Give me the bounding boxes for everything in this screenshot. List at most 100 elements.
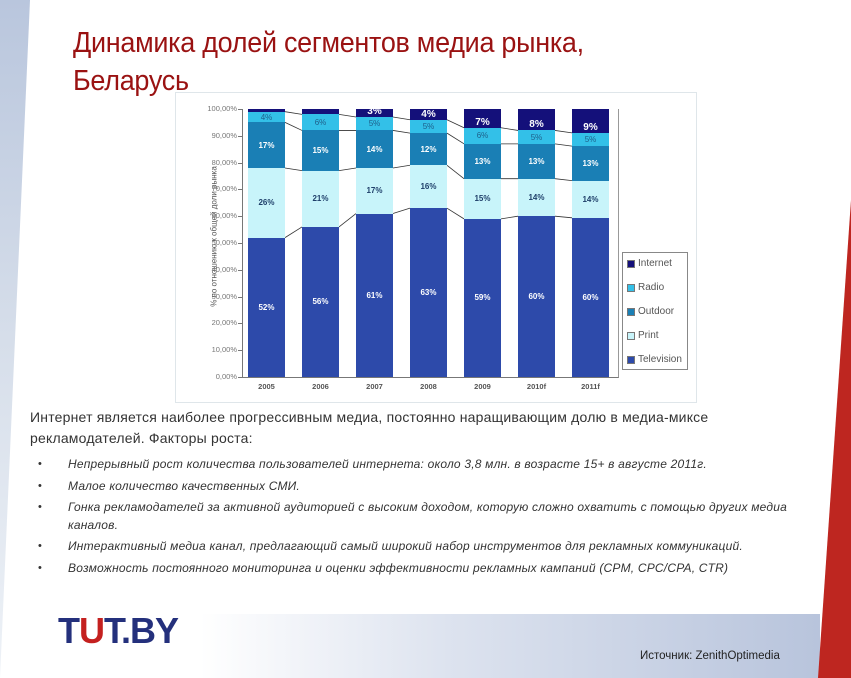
- bar-2005: 52% 26% 17% 4%: [248, 109, 285, 377]
- bullet-text: Малое количество качественных СМИ.: [68, 478, 300, 493]
- segment-radio: 5%: [356, 117, 393, 131]
- segment-outdoor: 12%: [410, 133, 447, 166]
- y-tick-mark: [238, 162, 242, 164]
- segment-internet: 4%: [410, 109, 447, 120]
- slide-title: Динамика долей сегментов медиа рынка, Бе…: [73, 24, 584, 100]
- y-tick-mark: [238, 135, 242, 137]
- segment-outdoor: 17%: [248, 122, 285, 168]
- segment-print: 21%: [302, 170, 339, 227]
- segment-radio: 4%: [248, 111, 285, 123]
- decorative-left-stripe: [0, 0, 30, 678]
- bullet-icon: •: [38, 458, 43, 470]
- legend-swatch-icon: [627, 331, 635, 340]
- bullet-text: Гонка рекламодателей за активной аудитор…: [68, 500, 787, 532]
- list-item: • Интерактивный медиа канал, предлагающий…: [38, 538, 818, 556]
- bullet-text: Интерактивный медиа канал, предлагающий …: [68, 539, 743, 553]
- bar-2007: 61% 17% 14% 5% 3%: [356, 106, 393, 377]
- y-tick-mark: [238, 323, 242, 325]
- segment-outdoor: 13%: [464, 143, 501, 179]
- bullet-icon: •: [38, 501, 43, 513]
- y-tick-label: 60,00%: [211, 211, 237, 221]
- logo-part: T.BY: [104, 610, 179, 651]
- segment-radio: 6%: [302, 114, 339, 131]
- legend-label: Internet: [638, 258, 672, 269]
- legend-item-radio: Radio: [627, 282, 664, 293]
- x-tick-label: 2011f: [581, 382, 600, 391]
- legend-item-television: Television: [627, 354, 682, 365]
- segment-outdoor: 13%: [518, 143, 555, 179]
- segment-television: 60%: [518, 216, 555, 377]
- segment-television: 59%: [464, 218, 501, 377]
- plot-area: [242, 109, 619, 378]
- bullet-text: Непрерывный рост количества пользователе…: [68, 457, 707, 471]
- segment-outdoor: 13%: [572, 146, 609, 181]
- bar-2010f: 60% 14% 13% 5% 8%: [518, 109, 555, 377]
- y-tick-mark: [238, 377, 242, 378]
- segment-radio: 5%: [518, 130, 555, 144]
- segment-outdoor: 15%: [302, 130, 339, 171]
- list-item: • Гонка рекламодателей за активной аудито…: [38, 499, 818, 534]
- y-tick-mark: [238, 189, 242, 191]
- y-tick-mark: [238, 109, 242, 110]
- intro-paragraph: Интернет является наиболее прогрессивным…: [30, 409, 709, 446]
- y-tick-mark: [238, 350, 242, 352]
- y-tick-label: 20,00%: [211, 318, 237, 328]
- x-tick-label: 2010f: [526, 382, 547, 391]
- title-line-2: Беларусь: [73, 65, 189, 97]
- bullet-icon: •: [38, 540, 43, 552]
- list-item: • Возможность постоянного мониторинга и о…: [38, 560, 818, 578]
- segment-television: 52%: [248, 237, 285, 377]
- segment-internet: 7%: [464, 109, 501, 128]
- segment-television: 56%: [302, 226, 339, 377]
- legend-label: Outdoor: [638, 306, 675, 317]
- legend-label: Television: [638, 354, 682, 365]
- logo-part: T: [58, 610, 80, 651]
- segment-internet: 8%: [518, 109, 555, 131]
- segment-print: 16%: [410, 165, 447, 209]
- segment-print: 15%: [464, 178, 501, 219]
- y-tick-label: 50,00%: [211, 238, 237, 247]
- legend-swatch-icon: [627, 355, 635, 364]
- segment-internet: 9%: [572, 109, 609, 133]
- logo-red-letter: U: [79, 610, 105, 651]
- bar-2006: 56% 21% 15% 6%: [302, 109, 339, 377]
- bullet-icon: •: [38, 561, 43, 574]
- segment-radio: 5%: [572, 132, 609, 147]
- segment-print: 14%: [518, 178, 555, 217]
- bullet-icon: •: [38, 479, 43, 492]
- y-tick-mark: [238, 296, 242, 298]
- legend-label: Radio: [638, 282, 665, 293]
- legend-item-outdoor: Outdoor: [627, 306, 674, 317]
- y-tick-label: 40,00%: [211, 264, 237, 274]
- segment-print: 26%: [248, 167, 285, 238]
- segment-radio: 6%: [464, 127, 501, 144]
- segment-internet: [248, 109, 285, 112]
- growth-factors-list: • Непрерывный рост количества пользовател…: [38, 456, 818, 581]
- bullet-text: Возможность постоянного мониторинга и оц…: [68, 560, 729, 575]
- segment-internet: [302, 109, 339, 115]
- y-tick-mark: [238, 243, 242, 244]
- legend-swatch-icon: [627, 259, 635, 268]
- footer-gradient-band: [200, 614, 820, 678]
- legend-label: Print: [638, 330, 659, 341]
- segment-internet: 3%: [356, 106, 393, 118]
- y-tick-label: 70,00%: [211, 184, 237, 194]
- bar-2009: 59% 15% 13% 6% 7%: [464, 109, 501, 377]
- x-tick-label: 2009: [474, 382, 491, 391]
- decorative-red-wedge: [818, 200, 851, 678]
- legend-swatch-icon: [627, 307, 635, 316]
- y-tick-mark: [238, 216, 242, 218]
- y-tick-label: 90,00%: [211, 130, 237, 140]
- x-tick-label: 2005: [258, 382, 275, 391]
- list-item: • Малое количество качественных СМИ.: [38, 478, 818, 496]
- segment-radio: 5%: [410, 119, 447, 134]
- x-tick-label: 2006: [312, 382, 329, 391]
- segment-television: 61%: [356, 213, 393, 377]
- y-tick-label: 30,00%: [211, 291, 237, 301]
- y-tick-label: 80,00%: [211, 157, 237, 167]
- chart-legend: Internet Radio Outdoor Print Television: [622, 252, 688, 370]
- segment-outdoor: 14%: [356, 130, 393, 168]
- y-tick-label: 0,00%: [215, 372, 237, 381]
- bar-2008: 63% 16% 12% 5% 4%: [410, 109, 447, 377]
- title-line-1: Динамика долей сегментов медиа рынка,: [73, 27, 584, 59]
